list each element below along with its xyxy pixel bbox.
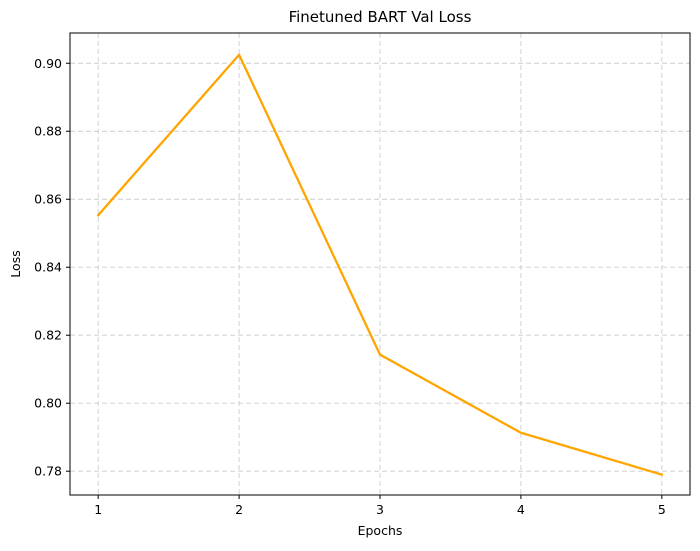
y-axis-label: Loss bbox=[8, 250, 23, 277]
y-tick-label: 0.86 bbox=[34, 192, 62, 207]
x-tick-label: 4 bbox=[517, 502, 525, 517]
y-tick-label: 0.90 bbox=[34, 56, 62, 71]
y-tick-label: 0.88 bbox=[34, 124, 62, 139]
x-tick-label: 3 bbox=[376, 502, 384, 517]
x-axis: 1 2 3 4 5 bbox=[94, 495, 666, 517]
y-tick-label: 0.78 bbox=[34, 464, 62, 479]
chart-title: Finetuned BART Val Loss bbox=[289, 8, 472, 26]
y-axis: 0.78 0.80 0.82 0.84 0.86 0.88 0.90 bbox=[34, 56, 70, 479]
y-tick-label: 0.84 bbox=[34, 260, 62, 275]
y-tick-label: 0.82 bbox=[34, 328, 62, 343]
y-tick-label: 0.80 bbox=[34, 396, 62, 411]
x-axis-label: Epochs bbox=[358, 523, 403, 538]
x-tick-label: 5 bbox=[658, 502, 666, 517]
x-tick-label: 2 bbox=[235, 502, 243, 517]
x-tick-label: 1 bbox=[94, 502, 102, 517]
grid bbox=[70, 33, 690, 495]
